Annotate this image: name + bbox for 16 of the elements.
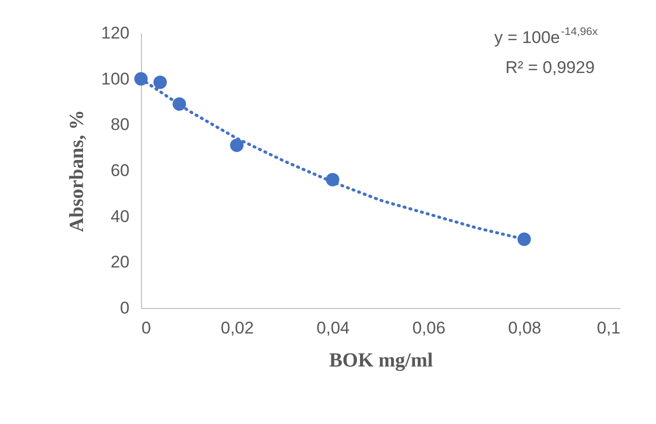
- y-tick-label: 120: [101, 24, 130, 42]
- x-tick-label: 0,1: [596, 318, 620, 338]
- y-tick-label: 100: [101, 69, 130, 88]
- x-tick-label: 0,04: [316, 318, 350, 338]
- y-axis-title: Absorbans, %: [66, 110, 88, 232]
- annotation: R² = 0,9929: [505, 58, 595, 77]
- y-tick-label: 20: [110, 252, 130, 272]
- x-tick-label: 0,02: [220, 318, 254, 338]
- y-tick-label: 80: [110, 115, 130, 134]
- x-tick-label: 0,06: [412, 318, 446, 338]
- y-tick-label: 40: [110, 206, 130, 226]
- y-tick-label: 0: [120, 298, 130, 318]
- x-axis-title: BOK mg/ml: [329, 350, 434, 372]
- y-tick-label: 60: [110, 161, 130, 180]
- x-tick-label: 0: [142, 318, 151, 338]
- x-tick-label: 0,08: [508, 318, 542, 338]
